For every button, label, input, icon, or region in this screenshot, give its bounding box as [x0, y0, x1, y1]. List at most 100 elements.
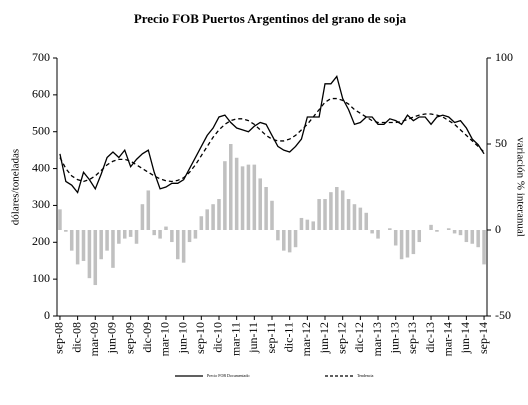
bar: [458, 230, 463, 236]
bar: [340, 190, 345, 230]
bar: [317, 199, 321, 230]
x-tick-label: mar-12: [299, 322, 313, 356]
bar: [181, 230, 186, 263]
x-tick-label: jun-10: [175, 322, 189, 354]
bar: [282, 230, 286, 251]
trend-line: [59, 97, 485, 183]
bar: [246, 164, 251, 230]
bar: [229, 144, 233, 230]
bar: [58, 209, 62, 230]
y2-tick-label: -50: [495, 308, 511, 322]
x-tick-label: jun-11: [246, 322, 260, 354]
y-tick-label: 100: [32, 271, 50, 285]
x-tick-label: sep-11: [264, 322, 278, 354]
x-tick-label: dic-13: [423, 322, 437, 353]
x-tick-label: mar-11: [228, 322, 242, 356]
bar: [69, 230, 74, 251]
bar: [117, 230, 121, 244]
bar: [81, 230, 86, 261]
bar: [146, 190, 151, 230]
bar: [270, 200, 274, 230]
bar: [170, 230, 174, 243]
bar: [175, 230, 180, 260]
bar: [128, 230, 133, 237]
bar: [435, 230, 439, 232]
x-tick-label: jun-09: [105, 322, 119, 354]
bar: [134, 230, 139, 244]
bar: [358, 207, 363, 230]
bar: [346, 199, 351, 230]
bar: [93, 230, 98, 286]
bar: [99, 230, 103, 260]
x-tick-label: dic-11: [281, 322, 295, 352]
bar: [446, 228, 451, 230]
bar: [64, 230, 68, 232]
bar: [234, 157, 239, 230]
bar: [217, 199, 221, 230]
legend-label: Precio FOB Documentado: [207, 373, 249, 378]
bar: [199, 216, 204, 230]
bar: [87, 230, 92, 279]
y-axis-label: dólares/toneladas: [10, 149, 22, 225]
y-tick-label: 200: [32, 234, 50, 248]
y-tick-label: 500: [32, 123, 50, 137]
x-tick-label: mar-13: [370, 322, 384, 356]
bar: [429, 224, 433, 230]
x-tick-label: jun-12: [317, 322, 331, 354]
bar: [122, 230, 127, 239]
bar: [393, 230, 398, 246]
x-tick-label: sep-08: [52, 322, 66, 354]
bar: [405, 230, 410, 258]
bar: [205, 209, 209, 230]
x-tick-label: sep-09: [122, 322, 136, 354]
y-tick-label: 300: [32, 197, 50, 211]
bar: [464, 230, 469, 243]
x-tick-label: dic-09: [140, 322, 154, 353]
bar: [293, 230, 298, 248]
bar: [329, 192, 333, 230]
bar: [187, 230, 192, 243]
bar: [240, 166, 245, 230]
bar: [258, 178, 262, 230]
bar: [276, 230, 280, 241]
bar: [352, 204, 357, 230]
chart-title: Precio FOB Puertos Argentinos del grano …: [134, 11, 407, 26]
bar: [111, 230, 115, 268]
bar: [411, 230, 416, 255]
legend-label: Tendencia: [357, 373, 374, 378]
bar: [470, 230, 475, 244]
bar: [335, 187, 339, 230]
bar: [287, 230, 292, 253]
x-tick-label: sep-12: [334, 322, 348, 354]
bar: [399, 230, 404, 260]
y-tick-label: 700: [32, 50, 50, 64]
bar: [323, 199, 327, 230]
bar: [140, 204, 145, 230]
x-tick-label: sep-13: [405, 322, 419, 354]
bar: [364, 212, 369, 230]
bar: [305, 219, 310, 230]
bar: [75, 230, 80, 265]
x-tick-label: dic-10: [211, 322, 225, 353]
bar: [211, 204, 215, 230]
bar: [264, 187, 268, 230]
y2-tick-label: 100: [495, 50, 513, 64]
bar: [476, 230, 480, 248]
bar: [417, 230, 422, 243]
y-tick-label: 0: [44, 308, 50, 322]
bar: [152, 230, 156, 236]
bar: [311, 221, 315, 230]
x-tick-label: dic-12: [352, 322, 366, 353]
bar: [376, 230, 380, 239]
bar: [223, 161, 227, 230]
bar: [158, 230, 162, 239]
y-tick-label: 600: [32, 87, 50, 101]
bar: [299, 217, 304, 230]
bar: [252, 164, 257, 230]
y-tick-label: 400: [32, 160, 50, 174]
y2-tick-label: 0: [495, 222, 501, 236]
x-tick-label: mar-14: [440, 322, 454, 356]
x-tick-label: sep-10: [193, 322, 207, 354]
bar: [452, 230, 457, 234]
